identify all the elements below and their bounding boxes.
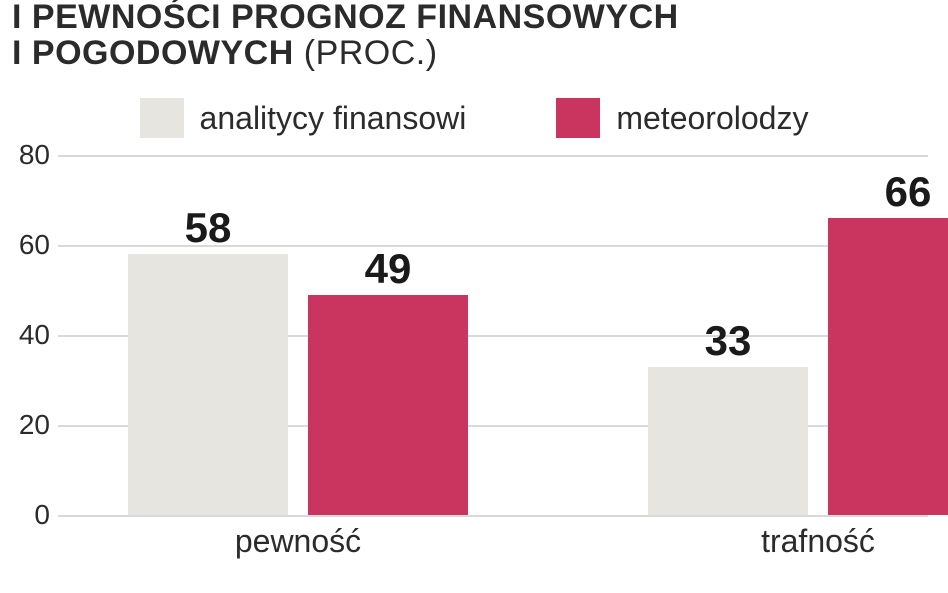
x-tick-label: pewność [235, 523, 361, 560]
title-line-2: I POGODOWYCH (PROC.) [12, 36, 936, 72]
bar: 33 [648, 367, 808, 516]
legend-item-1: meteorolodzy [556, 98, 808, 138]
title-line-2-bold: I POGODOWYCH [12, 34, 294, 72]
legend-swatch-1 [556, 98, 600, 138]
legend-label-0: analitycy finansowi [200, 100, 467, 137]
bar: 58 [128, 254, 288, 515]
x-tick-label: trafność [761, 523, 875, 560]
y-tick-label: 60 [6, 229, 50, 261]
bar: 49 [308, 295, 468, 516]
title-line-1: I PEWNOŚCI PROGNOZ FINANSOWYCH [12, 0, 936, 36]
chart-area: 0204060805849pewność3366trafność [58, 155, 928, 515]
bar-value-label: 49 [308, 245, 468, 293]
bar: 66 [828, 218, 948, 515]
legend-label-1: meteorolodzy [616, 100, 808, 137]
chart-title: I PEWNOŚCI PROGNOZ FINANSOWYCH I POGODOW… [12, 0, 936, 71]
y-tick-label: 20 [6, 409, 50, 441]
title-line-2-thin: (PROC.) [294, 34, 438, 72]
y-tick-label: 80 [6, 139, 50, 171]
bar-value-label: 33 [648, 317, 808, 365]
bar-value-label: 58 [128, 204, 288, 252]
legend-swatch-0 [140, 98, 184, 138]
bar-value-label: 66 [828, 168, 948, 216]
gridline [58, 155, 928, 157]
y-tick-label: 40 [6, 319, 50, 351]
page-root: I PEWNOŚCI PROGNOZ FINANSOWYCH I POGODOW… [0, 0, 948, 593]
plot-area: 0204060805849pewność3366trafność [58, 155, 928, 515]
y-tick-label: 0 [6, 499, 50, 531]
legend: analitycy finansowi meteorolodzy [0, 98, 948, 138]
gridline [58, 515, 928, 517]
legend-item-0: analitycy finansowi [140, 98, 467, 138]
